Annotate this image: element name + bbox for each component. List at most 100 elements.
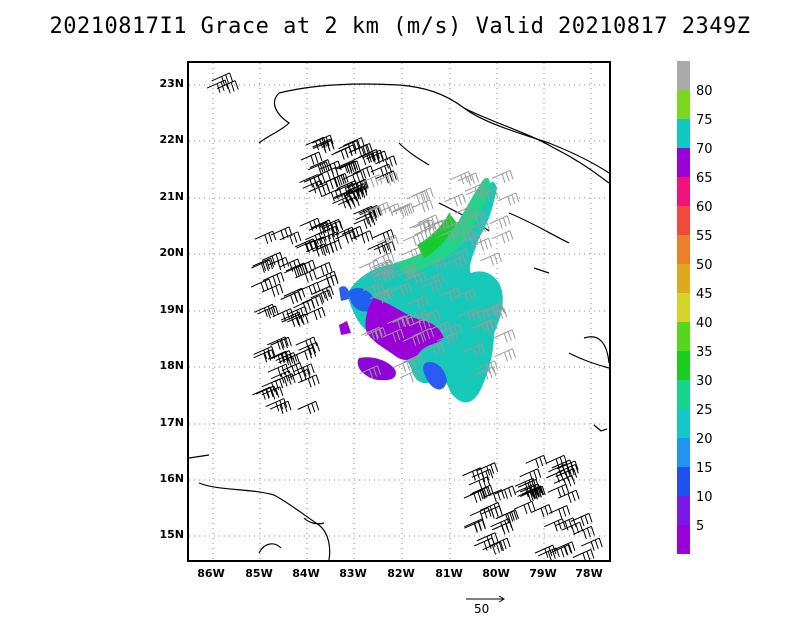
colorbar-label: 20: [696, 432, 713, 447]
wind-barb: [295, 269, 317, 283]
wind-barb: [265, 398, 288, 412]
wind-barb: [297, 400, 320, 415]
wind-barb: [371, 268, 394, 282]
wind-barb: [475, 318, 498, 333]
wind-barb: [439, 287, 461, 301]
wind-barb: [392, 202, 415, 217]
wind-barb: [403, 232, 425, 246]
wind-barb: [375, 155, 397, 169]
wind-barb: [296, 239, 318, 253]
wind-barb: [253, 345, 276, 360]
wind-barb: [368, 201, 391, 216]
lat-label: 15N: [159, 528, 184, 541]
wind-barb: [544, 518, 566, 532]
wind-barb: [453, 228, 475, 242]
wind-barb: [261, 378, 284, 392]
wind-barb: [355, 211, 378, 225]
wind-barb: [513, 500, 536, 515]
wind-barb: [320, 239, 342, 253]
wind-barb: [556, 460, 579, 474]
wind-barb: [402, 332, 425, 347]
wind-barb: [404, 271, 427, 285]
wind-barb: [482, 541, 505, 555]
wind-barb: [316, 274, 339, 288]
wind-barb: [440, 323, 463, 337]
wind-barb: [343, 137, 365, 151]
wind-barb: [494, 329, 516, 343]
wind-barb: [412, 327, 435, 341]
wind-barb: [401, 246, 423, 261]
colorbar-label: 55: [696, 229, 713, 244]
wind-barb: [474, 366, 497, 380]
wind-barb: [411, 199, 434, 213]
colorbar-label: 25: [696, 403, 713, 418]
wind-barb: [572, 549, 595, 560]
colorbar-label: 70: [696, 142, 713, 157]
lat-label: 22N: [159, 133, 184, 146]
wind-barb: [394, 264, 416, 278]
colorbar-segment: [677, 177, 690, 206]
colorbar-segment: [677, 90, 690, 119]
map-canvas: [189, 63, 609, 560]
wind-barb: [305, 136, 328, 151]
lat-label: 23N: [159, 77, 184, 90]
colorbar-segment: [677, 322, 690, 351]
wind-barb: [450, 171, 473, 185]
colorbar-label: 75: [696, 113, 713, 128]
colorbar-label: 35: [696, 345, 713, 360]
colorbar-segment: [677, 235, 690, 264]
lon-label: 84W: [292, 567, 320, 580]
wind-barb: [262, 272, 285, 286]
wind-barb: [281, 313, 304, 327]
colorbar-segment: [677, 264, 690, 293]
colorbar-label: 65: [696, 171, 713, 186]
wind-barb: [353, 215, 376, 229]
wind-barb: [521, 485, 544, 499]
wind-barb: [308, 161, 330, 175]
wind-barb: [317, 225, 339, 240]
wind-barb: [372, 229, 395, 243]
lon-label: 80W: [482, 567, 510, 580]
wind-barb: [252, 386, 274, 400]
wind-barb: [373, 268, 396, 283]
wind-barb: [454, 288, 477, 302]
wind-barb: [476, 532, 499, 546]
wind-barb: [270, 370, 293, 384]
reference-vector-arrow: [466, 595, 505, 603]
wind-barb: [538, 547, 560, 560]
wind-barb: [211, 72, 234, 86]
wind-barb: [491, 169, 514, 184]
lat-label: 18N: [159, 359, 184, 372]
wind-barb: [468, 476, 491, 490]
wind-barb: [392, 359, 415, 373]
wind-barb: [250, 278, 273, 292]
wind-barb: [472, 319, 494, 333]
colorbar-segment: [677, 438, 690, 467]
wind-barb: [300, 151, 323, 165]
lat-label: 20N: [159, 246, 184, 259]
wind-barb: [397, 267, 420, 281]
wind-barb: [554, 517, 577, 531]
wind-barb: [581, 537, 603, 551]
wind-barb: [463, 489, 486, 503]
wind-barb: [402, 354, 425, 368]
lon-label: 81W: [435, 567, 463, 580]
colorbar: [677, 61, 690, 554]
wind-barb: [317, 167, 339, 181]
wind-barb: [297, 374, 320, 388]
wind-barb: [525, 454, 548, 469]
wind-barb: [494, 348, 517, 362]
wind-barb: [283, 287, 306, 302]
wind-barb: [352, 165, 375, 179]
wind-barb: [269, 400, 292, 414]
wind-barb: [360, 174, 383, 188]
wind-barb: [362, 149, 384, 163]
wind-barb: [312, 285, 334, 299]
wind-barb: [254, 303, 276, 318]
wind-barb: [251, 259, 273, 273]
wind-barb: [470, 237, 493, 251]
wind-barb: [303, 173, 326, 187]
wind-barb: [437, 332, 459, 346]
lat-label: 21N: [159, 190, 184, 203]
wind-barb: [270, 226, 293, 240]
